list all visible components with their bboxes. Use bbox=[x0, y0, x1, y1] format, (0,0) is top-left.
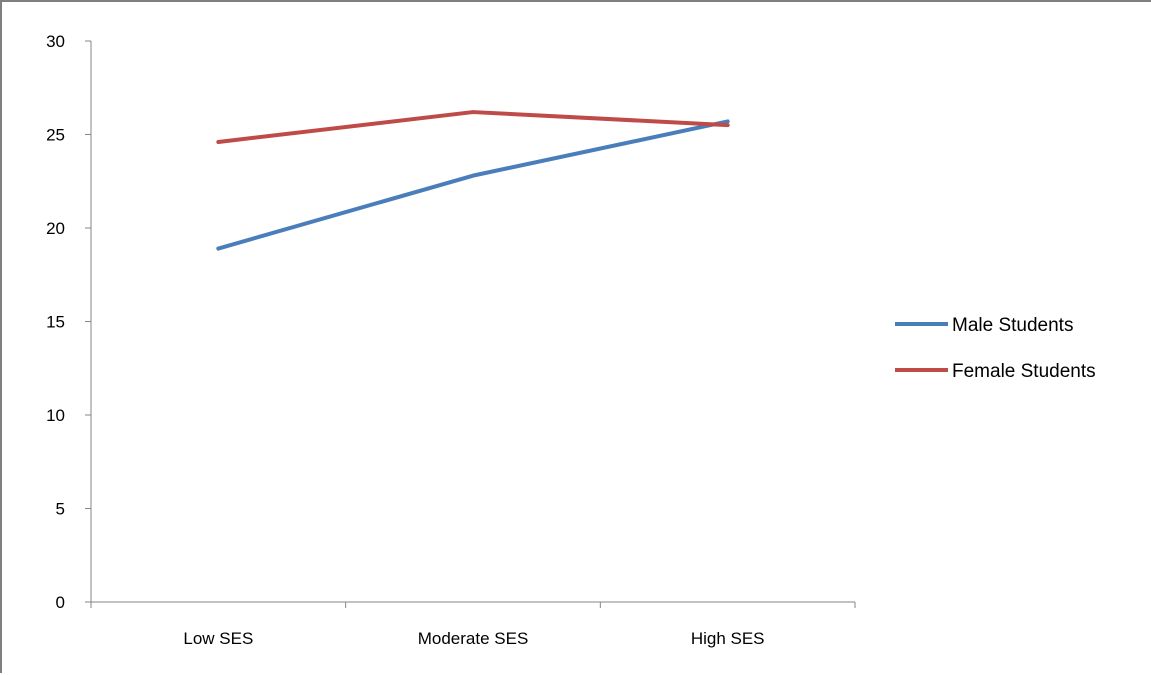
legend-label-female-students: Female Students bbox=[952, 361, 1096, 382]
y-tick-label: 10 bbox=[46, 406, 65, 425]
series-line-male-students bbox=[216, 119, 730, 251]
axes: 0 5 10 15 20 25 30 Low SES Moderate SES High SES bbox=[46, 32, 856, 648]
series-lines bbox=[216, 110, 730, 251]
legend: Male Students Female Students bbox=[895, 315, 1096, 382]
series-line-female-students bbox=[216, 110, 730, 144]
y-tick-label: 30 bbox=[46, 32, 65, 51]
x-tick-label: Low SES bbox=[183, 629, 253, 648]
x-tick-label: Moderate SES bbox=[418, 629, 529, 648]
y-tick-label: 5 bbox=[56, 500, 65, 519]
y-tick-label: 15 bbox=[46, 313, 65, 332]
legend-label-male-students: Male Students bbox=[952, 315, 1073, 336]
y-tick-label: 20 bbox=[46, 219, 65, 238]
y-tick-label: 25 bbox=[46, 126, 65, 145]
x-tick-label: High SES bbox=[691, 629, 765, 648]
y-tick-label: 0 bbox=[56, 593, 65, 612]
